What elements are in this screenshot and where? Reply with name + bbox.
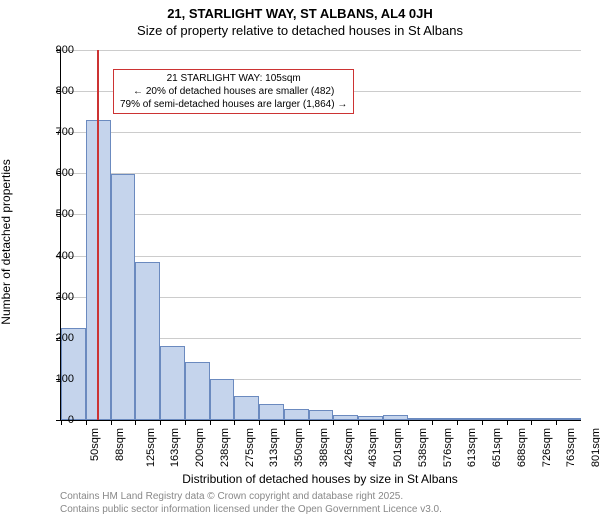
x-tick-mark [259, 420, 260, 425]
x-tick-label: 763sqm [566, 428, 578, 467]
x-tick-mark [185, 420, 186, 425]
annotation-line3: 79% of semi-detached houses are larger (… [120, 98, 347, 111]
annotation-box: 21 STARLIGHT WAY: 105sqm← 20% of detache… [113, 69, 354, 114]
x-tick-mark [309, 420, 310, 425]
x-tick-label: 88sqm [114, 428, 126, 461]
x-tick-mark [432, 420, 433, 425]
histogram-bar [111, 174, 136, 420]
x-tick-mark [531, 420, 532, 425]
x-tick-label: 538sqm [417, 428, 429, 467]
x-tick-mark [160, 420, 161, 425]
x-tick-label: 388sqm [318, 428, 330, 467]
x-tick-mark [383, 420, 384, 425]
histogram-bar [383, 415, 408, 420]
y-tick-label: 900 [44, 44, 74, 56]
histogram-bar [309, 410, 334, 420]
y-tick-label: 800 [44, 85, 74, 97]
footer-attribution: Contains HM Land Registry data © Crown c… [60, 490, 442, 516]
x-tick-mark [408, 420, 409, 425]
x-tick-mark [234, 420, 235, 425]
y-axis-label: Number of detached properties [0, 142, 13, 342]
x-tick-mark [482, 420, 483, 425]
grid-line [61, 173, 581, 174]
x-tick-label: 426sqm [343, 428, 355, 467]
x-tick-label: 463sqm [368, 428, 380, 467]
y-tick-label: 600 [44, 167, 74, 179]
histogram-bar [284, 409, 309, 421]
x-axis-label: Distribution of detached houses by size … [60, 472, 580, 486]
x-tick-label: 688sqm [516, 428, 528, 467]
x-tick-label: 313sqm [268, 428, 280, 467]
grid-line [61, 256, 581, 257]
x-tick-label: 576sqm [442, 428, 454, 467]
x-tick-mark [507, 420, 508, 425]
x-tick-label: 726sqm [541, 428, 553, 467]
chart-title-address: 21, STARLIGHT WAY, ST ALBANS, AL4 0JH [0, 0, 600, 21]
histogram-bar [210, 379, 235, 420]
x-tick-label: 801sqm [590, 428, 600, 467]
x-tick-label: 275sqm [244, 428, 256, 467]
histogram-bar [432, 418, 457, 420]
y-tick-label: 500 [44, 208, 74, 220]
y-tick-label: 100 [44, 373, 74, 385]
x-tick-label: 651sqm [491, 428, 503, 467]
histogram-bar [358, 416, 383, 420]
x-tick-label: 163sqm [169, 428, 181, 467]
annotation-line2: ← 20% of detached houses are smaller (48… [120, 85, 347, 98]
plot-region: 21 STARLIGHT WAY: 105sqm← 20% of detache… [60, 50, 581, 421]
y-tick-label: 300 [44, 291, 74, 303]
histogram-bar [160, 346, 185, 420]
x-tick-label: 613sqm [467, 428, 479, 467]
x-tick-mark [210, 420, 211, 425]
x-tick-label: 350sqm [293, 428, 305, 467]
footer-line1: Contains HM Land Registry data © Crown c… [60, 490, 442, 503]
y-tick-label: 400 [44, 250, 74, 262]
histogram-bar [135, 262, 160, 420]
histogram-bar [531, 418, 556, 420]
y-tick-label: 700 [44, 126, 74, 138]
grid-line [61, 214, 581, 215]
x-tick-mark [457, 420, 458, 425]
footer-line2: Contains public sector information licen… [60, 503, 442, 516]
x-tick-label: 238sqm [219, 428, 231, 467]
histogram-bar [507, 418, 532, 420]
property-marker-line [97, 50, 99, 420]
y-tick-label: 200 [44, 332, 74, 344]
y-tick-label: 0 [44, 414, 74, 426]
annotation-line1: 21 STARLIGHT WAY: 105sqm [120, 72, 347, 85]
chart-title-subtitle: Size of property relative to detached ho… [0, 21, 600, 38]
histogram-bar [408, 418, 433, 420]
grid-line [61, 132, 581, 133]
chart-area: 21 STARLIGHT WAY: 105sqm← 20% of detache… [60, 50, 580, 420]
histogram-bar [333, 415, 358, 420]
x-tick-label: 125sqm [145, 428, 157, 467]
histogram-bar [259, 404, 284, 420]
x-tick-label: 50sqm [89, 428, 101, 461]
x-tick-mark [333, 420, 334, 425]
x-tick-mark [284, 420, 285, 425]
x-tick-mark [556, 420, 557, 425]
grid-line [61, 50, 581, 51]
histogram-bar [234, 396, 259, 420]
histogram-bar [457, 418, 482, 420]
histogram-bar [556, 418, 581, 420]
x-tick-mark [358, 420, 359, 425]
histogram-bar [185, 362, 210, 420]
x-tick-mark [86, 420, 87, 425]
x-tick-label: 501sqm [392, 428, 404, 467]
x-tick-mark [135, 420, 136, 425]
x-tick-mark [111, 420, 112, 425]
histogram-bar [482, 418, 507, 420]
x-tick-label: 200sqm [194, 428, 206, 467]
